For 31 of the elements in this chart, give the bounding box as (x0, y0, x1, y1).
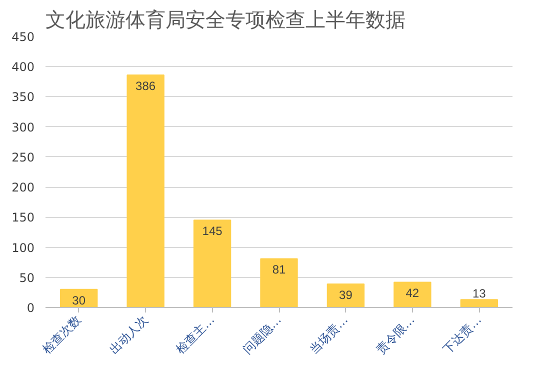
x-tick-label: 问题隐… (240, 312, 284, 356)
bar (394, 282, 432, 308)
data-label: 39 (339, 288, 353, 302)
bar (126, 74, 164, 308)
x-tick-label: 下达责… (440, 312, 484, 356)
y-tick-label: 0 (26, 301, 35, 315)
x-tick-label: 当场责… (306, 312, 351, 356)
y-tick-label: 100 (12, 240, 34, 255)
x-tick-label: 检查主… (173, 312, 218, 356)
bar (460, 299, 498, 308)
bar (193, 220, 232, 308)
y-tick-label: 300 (12, 120, 34, 134)
bar (326, 284, 365, 308)
y-tick-label: 200 (12, 180, 34, 195)
x-tick-label: 检查次数 (40, 312, 84, 356)
y-tick-label: 350 (12, 90, 34, 104)
y-tick-label: 150 (12, 210, 34, 225)
x-tick-label: 责令限… (374, 312, 418, 356)
data-label: 30 (72, 293, 86, 308)
y-tick-label: 450 (12, 30, 34, 44)
y-tick-label: 250 (12, 150, 34, 164)
bar (260, 258, 298, 308)
chart-title: 文化旅游体育局安全专项检查上半年数据 (46, 8, 406, 32)
y-tick-label: 50 (19, 270, 35, 285)
y-tick-label: 400 (12, 60, 34, 74)
x-tick-label: 出动人次 (106, 312, 151, 356)
data-label: 81 (272, 262, 286, 277)
data-label: 13 (472, 286, 486, 301)
data-label: 42 (406, 286, 420, 300)
data-label: 386 (136, 79, 156, 94)
data-label: 145 (202, 224, 223, 238)
